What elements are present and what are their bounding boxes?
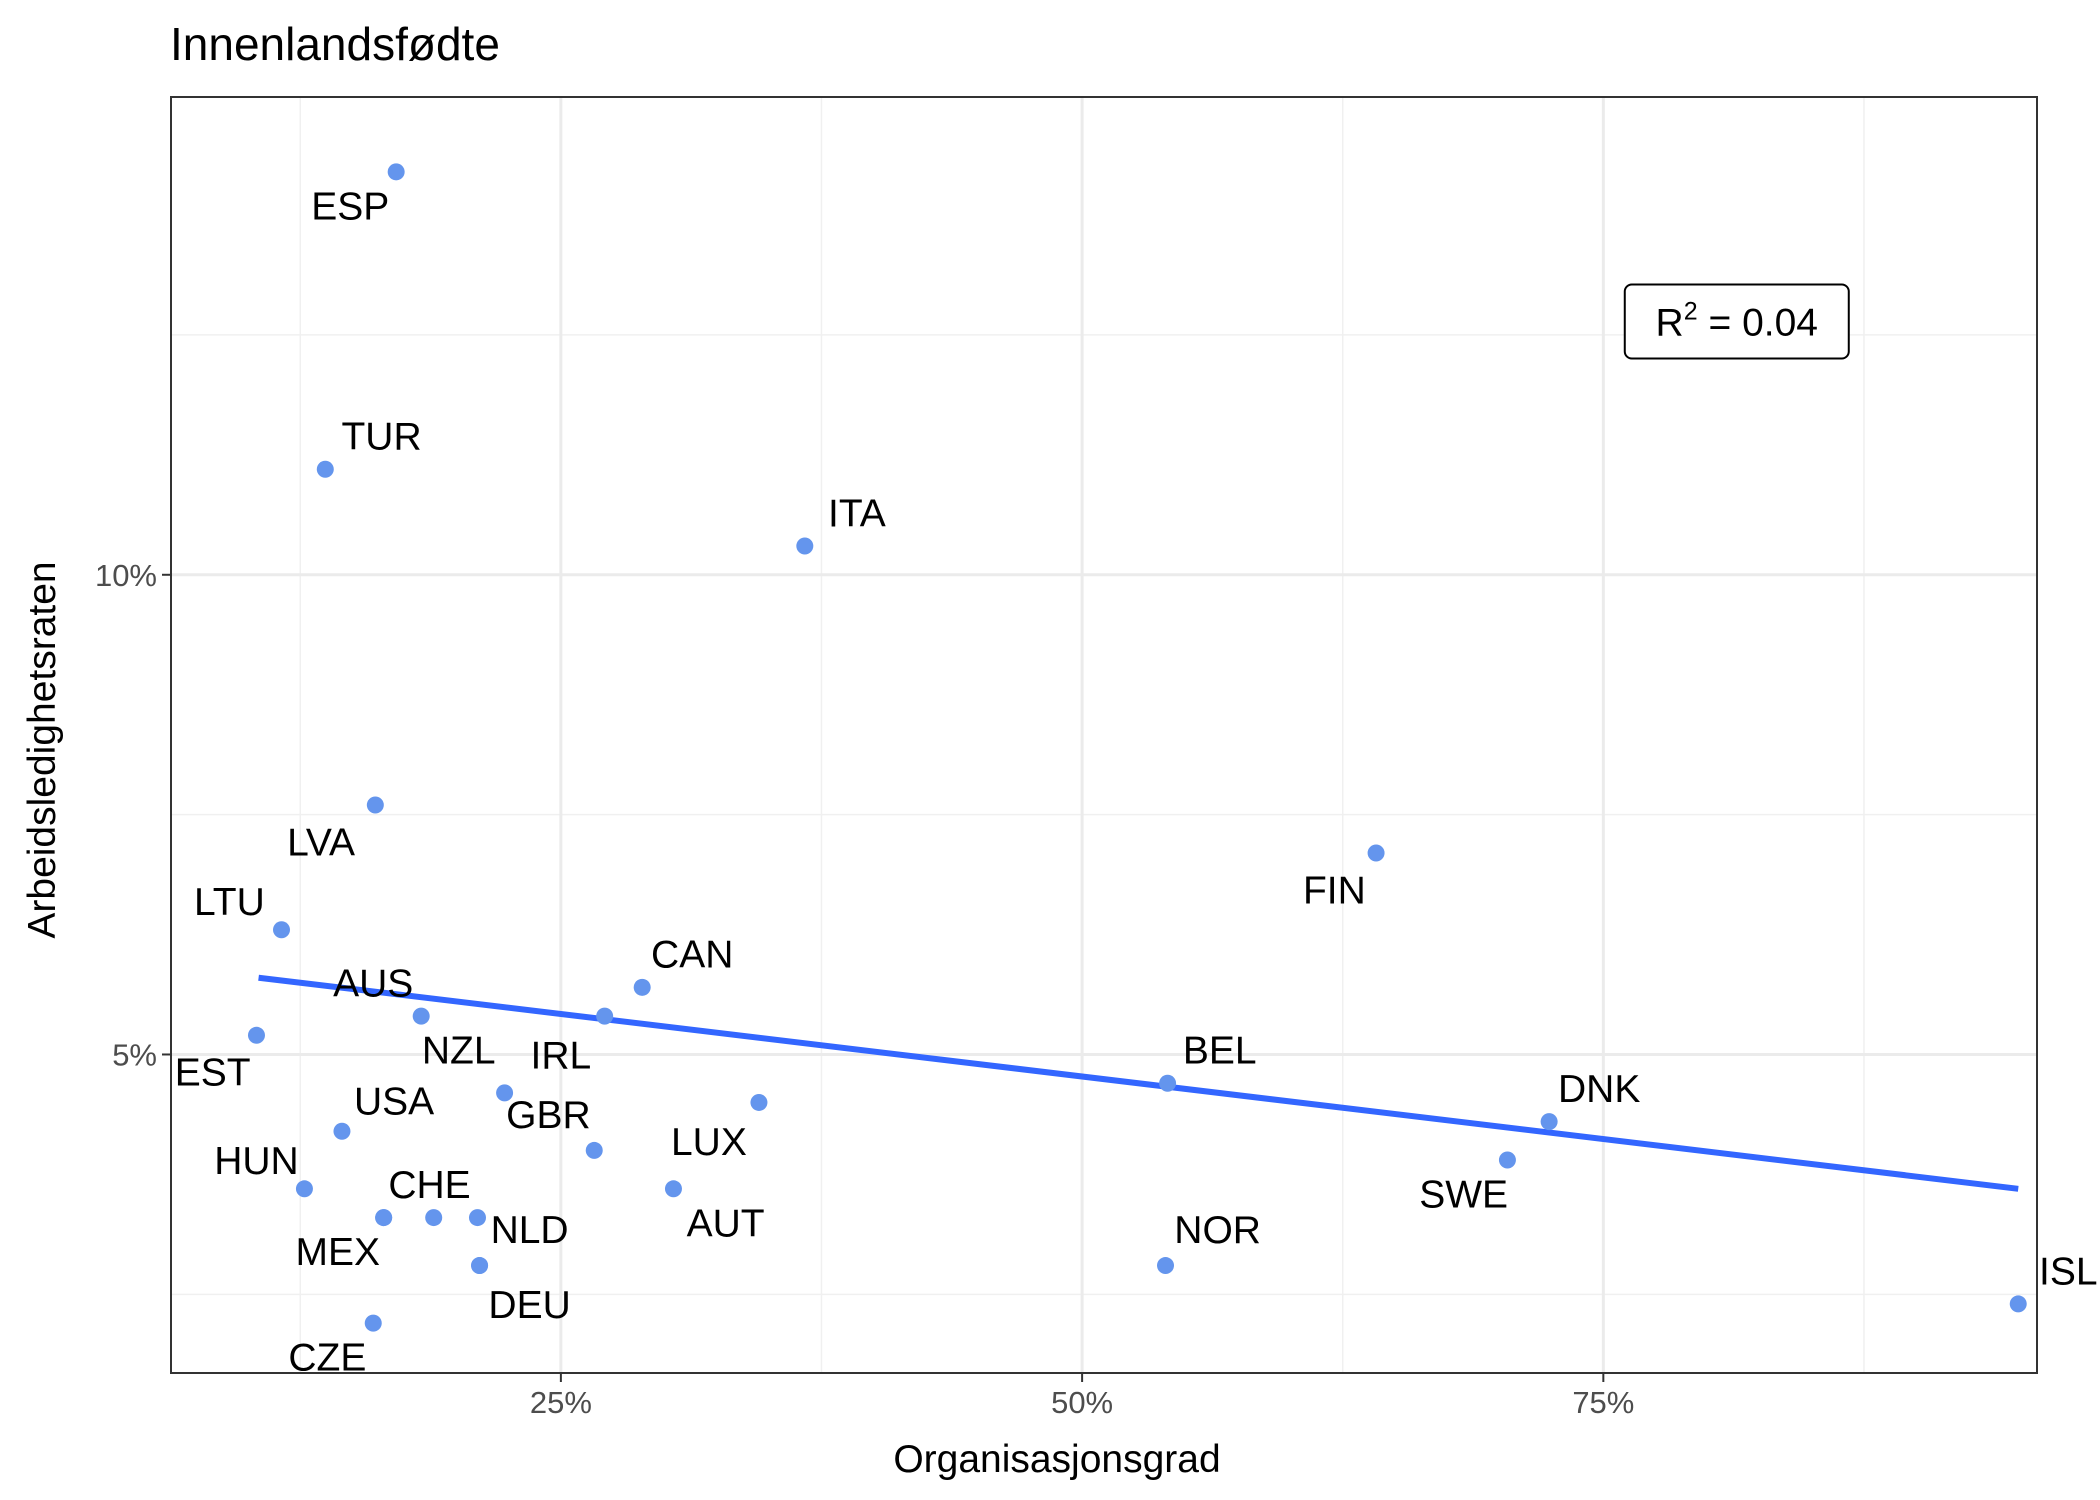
point-esp [387,163,405,181]
point-tur [316,460,334,478]
point-cze [364,1314,382,1332]
regression-line [258,974,2019,1192]
point-label-dnk: DNK [1558,1068,1640,1111]
point-est [247,1026,265,1044]
point-lux [750,1093,768,1111]
point-label-fin: FIN [1303,869,1366,912]
point-label-ltu: LTU [194,881,265,924]
point-label-can: CAN [651,934,733,977]
x-tick-label: 25% [530,1385,592,1420]
point-label-irl: IRL [531,1034,592,1077]
point-label-layer: ESP TUR ITA LVA FIN LTU CAN AUS IRL EST NZL BEL LUX U… [175,185,2098,1379]
r-squared-text: R2 = 0.04 [1656,297,1818,344]
point-aus [412,1007,430,1025]
point-fin [1367,844,1385,862]
point-bel [1159,1074,1177,1092]
point-aut [664,1180,682,1198]
point-nor [1157,1257,1175,1275]
point-label-nzl: NZL [422,1030,496,1073]
y-tick-label: 10% [95,558,157,593]
r-squared-exponent: 2 [1684,297,1698,325]
point-isl [2009,1295,2027,1313]
point-che [468,1209,486,1227]
point-lva [366,796,384,814]
point-label-isl: ISL [2039,1250,2098,1293]
r-squared-symbol: R [1656,301,1684,344]
point-label-aus: AUS [333,963,413,1006]
point-can [633,978,651,996]
point-irl [596,1007,614,1025]
y-tick-label: 5% [112,1037,157,1072]
point-usa [333,1122,351,1140]
r-squared-box [1623,283,1850,360]
y-axis-title: Arbeidsledighetsraten [21,561,64,938]
point-hun [295,1180,313,1198]
point-label-nld: NLD [491,1209,569,1252]
point-label-swe: SWE [1419,1174,1508,1217]
chart-title: Innenlandsfødte [170,18,500,70]
point-label-che: CHE [388,1164,470,1207]
point-che [425,1209,443,1227]
point-layer [247,163,2027,1332]
r-squared-annotation: R2 = 0.04 [1623,283,1850,360]
grid-layer [171,97,2037,1373]
point-nzl [496,1084,514,1102]
fit-line-layer [258,974,2019,1192]
point-ita [796,537,814,555]
x-tick-label: 75% [1572,1385,1634,1420]
axis-layer: 25% 50% 75% 5% 10% [95,558,1634,1420]
point-label-bel: BEL [1183,1030,1257,1073]
point-label-mex: MEX [296,1231,381,1274]
point-label-gbr: GBR [506,1094,591,1137]
x-tick-label: 50% [1051,1385,1113,1420]
point-label-deu: DEU [488,1284,570,1327]
point-label-ita: ITA [828,492,886,535]
point-label-usa: USA [354,1081,434,1124]
point-dnk [1540,1113,1558,1131]
point-label-hun: HUN [214,1140,299,1183]
point-label-lux: LUX [671,1121,747,1164]
point-ltu [273,921,291,939]
point-gbr [585,1141,603,1159]
r-squared-value: = 0.04 [1698,301,1818,344]
point-label-esp: ESP [311,185,389,228]
point-swe [1498,1151,1516,1169]
point-label-aut: AUT [687,1202,765,1245]
point-deu [471,1257,489,1275]
point-label-lva: LVA [287,821,355,864]
x-axis-title: Organisasjonsgrad [893,1438,1220,1481]
point-label-nor: NOR [1174,1209,1261,1252]
point-mex [375,1209,393,1227]
panel-border [170,96,2038,1374]
point-label-tur: TUR [341,416,421,459]
point-label-est: EST [175,1052,251,1095]
